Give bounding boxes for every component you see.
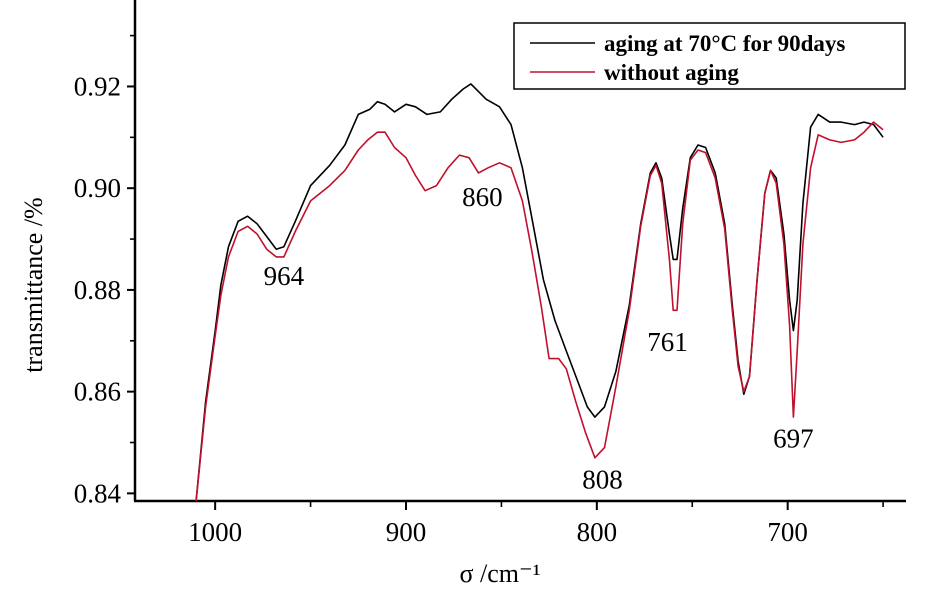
peak-label: 761 [647,327,688,357]
x-axis-title: σ /cm⁻¹ [459,559,540,588]
series-lines [195,83,884,502]
legend-label-aging: aging at 70°C for 90days [604,31,845,56]
x-tick-label: 800 [577,517,618,547]
y-axis-title: transmittance /% [19,197,48,372]
y-tick-label: 0.86 [74,377,121,407]
axes: 0.84 0.86 0.88 0.90 0.92 1000 900 800 700 [74,0,906,547]
series-aging-line [195,83,884,502]
x-tick-label: 700 [767,517,808,547]
peak-label: 808 [582,464,623,494]
x-tick-label: 900 [386,517,427,547]
peak-label: 697 [773,424,814,454]
legend-label-without-aging: without aging [604,60,739,85]
peak-label: 860 [462,182,503,212]
legend: aging at 70°C for 90days without aging [513,22,906,90]
series-without-aging-line [195,121,884,502]
y-tick-label: 0.90 [74,173,121,203]
x-tick-label: 1000 [188,517,242,547]
peak-annotations: 964 860 808 761 697 [264,182,814,494]
legend-box [513,22,906,90]
y-tick-label: 0.84 [74,478,122,508]
y-tick-label: 0.88 [74,275,121,305]
peak-label: 964 [264,261,305,291]
y-tick-label: 0.92 [74,71,121,101]
